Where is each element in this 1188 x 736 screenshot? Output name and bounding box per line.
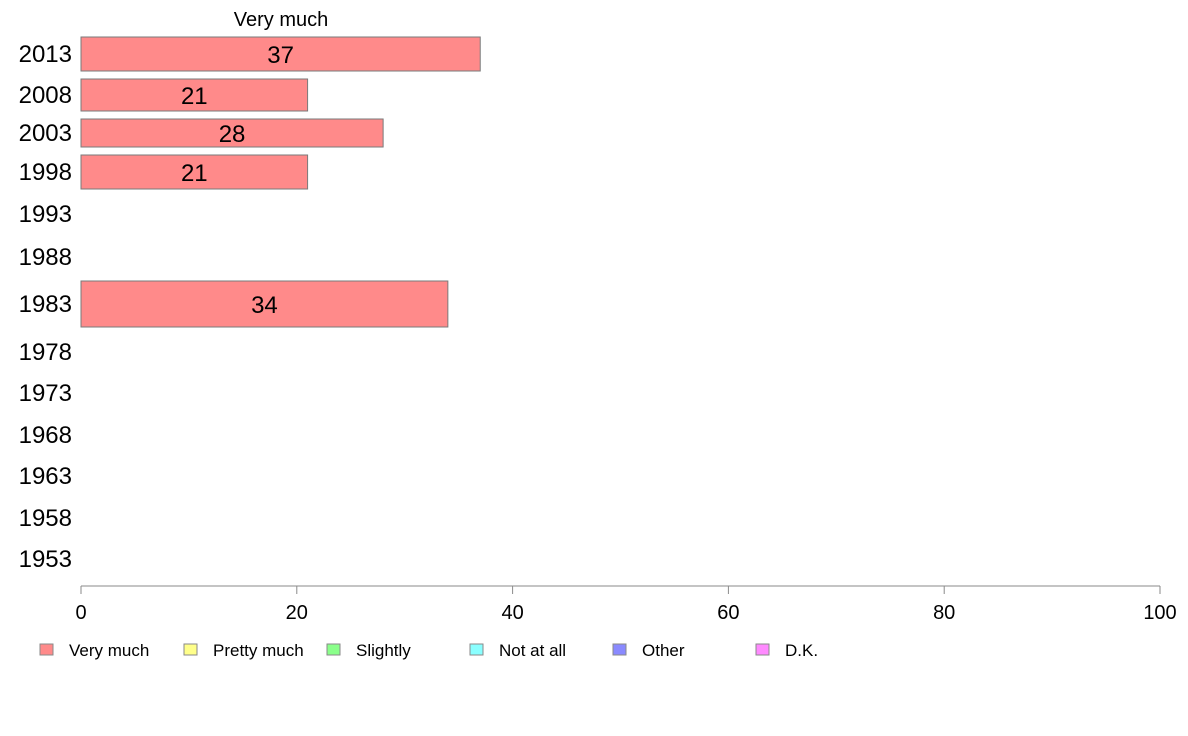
legend: Very much Pretty much Slightly Not at all Ot… (39, 641, 818, 660)
y-tick-label-1998: 1998 (19, 159, 72, 186)
y-tick-label-2008: 2008 (19, 82, 72, 109)
panel-title: Very much (234, 9, 328, 31)
x-tick-label-80: 80 (933, 602, 955, 624)
y-tick-label-1978: 1978 (19, 339, 72, 366)
bars-group: 37 21 28 21 34 (80, 36, 481, 328)
bar-value-label-2013: 37 (267, 42, 294, 69)
bar-1998 (80, 154, 309, 190)
bar-value-label-2008: 21 (181, 83, 208, 110)
bar-2013 (80, 36, 481, 72)
legend-swatch-slightly (326, 643, 341, 656)
bar-2008 (80, 78, 309, 112)
legend-swatch-pretty-much (183, 643, 198, 656)
legend-swatch-very-much (39, 643, 54, 656)
x-tick-label-20: 20 (286, 602, 308, 624)
y-tick-label-1963: 1963 (19, 463, 72, 490)
legend-swatch-other (612, 643, 627, 656)
legend-label-pretty-much: Pretty much (213, 641, 304, 660)
x-tick-label-60: 60 (717, 602, 739, 624)
bar-1983 (80, 280, 449, 328)
y-tick-label-1988: 1988 (19, 244, 72, 271)
legend-swatch-d-k (755, 643, 770, 656)
x-tick-label-0: 0 (75, 602, 86, 624)
y-tick-label-1973: 1973 (19, 380, 72, 407)
legend-swatch-not-at-all (469, 643, 484, 656)
y-tick-label-1983: 1983 (19, 291, 72, 318)
legend-label-very-much: Very much (69, 641, 149, 660)
bar-value-label-1983: 34 (251, 292, 278, 319)
x-tick-label-100: 100 (1143, 602, 1176, 624)
legend-label-not-at-all: Not at all (499, 641, 566, 660)
x-axis: 0 20 40 60 80 100 (75, 585, 1177, 624)
y-tick-label-1993: 1993 (19, 201, 72, 228)
x-tick-label-40: 40 (501, 602, 523, 624)
legend-label-other: Other (642, 641, 685, 660)
y-tick-label-1968: 1968 (19, 422, 72, 449)
y-axis-labels: 2013 2008 2003 1998 1993 1988 1983 1978 1973 1968… (19, 41, 72, 573)
y-tick-label-2013: 2013 (19, 41, 72, 68)
bar-value-label-1998: 21 (181, 160, 208, 187)
bar-value-label-2003: 28 (219, 121, 246, 148)
bar-2003 (80, 118, 384, 148)
legend-label-slightly: Slightly (356, 641, 411, 660)
legend-label-d-k: D.K. (785, 641, 818, 660)
y-tick-label-1958: 1958 (19, 505, 72, 532)
y-tick-label-2003: 2003 (19, 120, 72, 147)
y-tick-label-1953: 1953 (19, 546, 72, 573)
